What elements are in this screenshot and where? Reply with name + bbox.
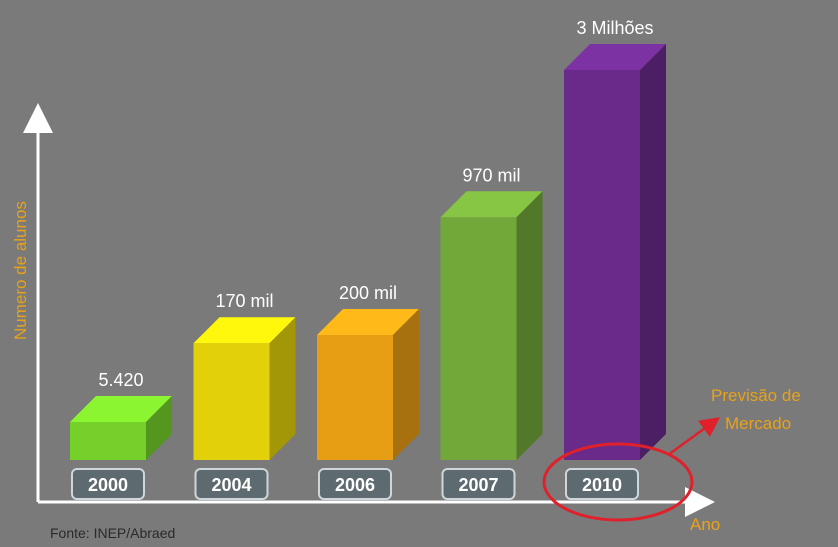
value-label-2000: 5.420	[98, 370, 143, 390]
bar-side-2006	[393, 308, 419, 460]
bar-side-2007	[516, 191, 543, 460]
category-tag-2007	[441, 468, 516, 500]
bar-top-2010	[564, 44, 666, 70]
bar-top-2000	[70, 396, 172, 422]
category-tag-2000	[71, 468, 145, 500]
bar-top-2007	[440, 191, 543, 218]
category-tag-2010	[565, 468, 639, 500]
bar-2006	[317, 334, 393, 460]
bar-2007	[440, 217, 517, 460]
category-label-2007: 2007	[458, 475, 498, 495]
category-label-2010: 2010	[582, 475, 622, 495]
annotation-line-2: Mercado	[725, 414, 791, 433]
bar-side-2000	[146, 396, 172, 460]
value-labels-group: 5.420 170 mil 200 mil 970 mil 3 Milhões	[98, 18, 653, 390]
y-axis-title: Numero de alunos	[11, 201, 30, 340]
category-tag-2006	[318, 468, 392, 500]
category-labels-group: 2000 2004 2006 2007 2010	[71, 468, 639, 500]
forecast-circle	[542, 442, 694, 522]
bar-2010	[564, 70, 640, 460]
category-label-2006: 2006	[335, 475, 375, 495]
category-label-2000: 2000	[88, 475, 128, 495]
annotation-line-1: Previsão de	[711, 386, 801, 405]
bar-top-2004	[193, 317, 296, 344]
bar-side-2010	[640, 44, 666, 460]
category-label-2004: 2004	[211, 475, 251, 495]
bar-2000	[70, 422, 146, 460]
bar-2004	[193, 343, 270, 460]
x-axis-title: Ano	[690, 515, 720, 534]
value-label-2004: 170 mil	[215, 291, 273, 311]
category-tag-2004	[194, 468, 269, 500]
value-label-2006: 200 mil	[339, 283, 397, 303]
forecast-arrow	[667, 417, 721, 457]
value-label-2007: 970 mil	[462, 165, 520, 185]
bars-group	[70, 44, 666, 460]
bar-side-2004	[269, 317, 296, 460]
bar-top-2006	[317, 308, 419, 335]
source-note: Fonte: INEP/Abraed	[50, 525, 175, 541]
value-label-2010: 3 Milhões	[576, 18, 653, 38]
